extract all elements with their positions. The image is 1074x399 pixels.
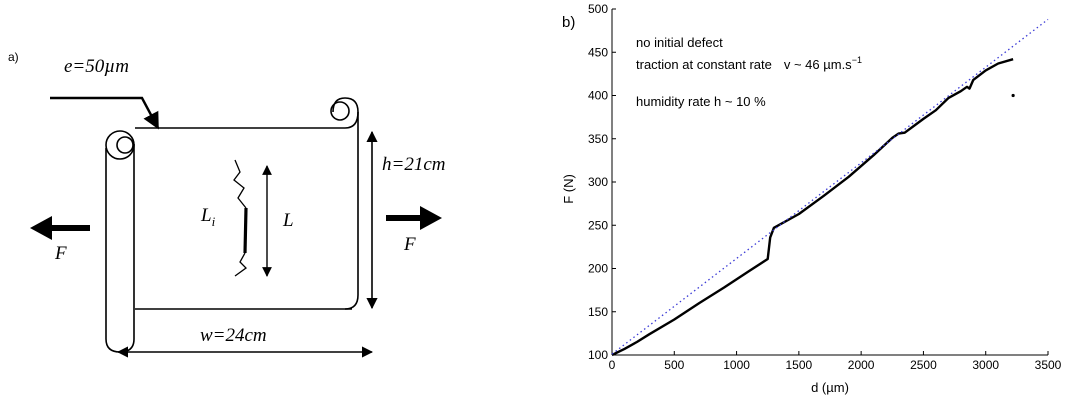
x-tick-label: 2500 — [910, 358, 937, 372]
initial-crack-label: Li — [200, 205, 216, 229]
measured-curve — [611, 58, 1014, 357]
paper-sheet — [105, 97, 359, 353]
annotation-line2: traction at constant rate v ~ 46 µm.s−1 — [636, 55, 862, 72]
fit-line — [611, 18, 1049, 355]
x-tick-label: 0 — [609, 358, 616, 372]
schematic-diagram: a) e=50µm h=21cm w=24cm F F — [8, 50, 445, 358]
thickness-indicator: e=50µm — [50, 56, 160, 130]
right-force-label: F — [403, 234, 416, 255]
crack — [233, 159, 248, 277]
y-tick-label: 500 — [588, 2, 608, 16]
right-force: F — [386, 206, 442, 255]
panel-a-label: a) — [8, 50, 19, 64]
y-tick-label: 300 — [588, 175, 608, 189]
y-tick-label: 400 — [588, 89, 608, 103]
x-tick-label: 1000 — [723, 358, 750, 372]
plot-area: 0 500 1000 1500 2000 2500 3000 3500 100 150 200 250… — [588, 2, 1062, 372]
width-dimension: w=24cm — [116, 325, 374, 358]
height-dimension: h=21cm — [366, 130, 445, 310]
left-force-label: F — [54, 243, 67, 264]
x-tick-label: 3000 — [972, 358, 999, 372]
left-force: F — [30, 216, 90, 264]
outlier-point — [1011, 93, 1015, 98]
x-axis-label: d (µm) — [811, 380, 849, 395]
annotation-line3: humidity rate h ~ 10 % — [636, 94, 766, 109]
y-tick-label: 350 — [588, 132, 608, 146]
crack-length-dimension: L — [262, 165, 294, 277]
y-tick-label: 150 — [588, 305, 608, 319]
panel-b-label: b) — [562, 14, 575, 31]
width-label: w=24cm — [200, 325, 267, 346]
y-tick-label: 200 — [588, 262, 608, 276]
annotation-block: no initial defect traction at constant r… — [636, 35, 862, 109]
x-tick-label: 1500 — [786, 358, 813, 372]
annotation-line1: no initial defect — [636, 35, 723, 50]
y-tick-label: 250 — [588, 218, 608, 232]
y-tick-label: 100 — [588, 348, 608, 362]
x-tick-label: 2000 — [848, 358, 875, 372]
y-axis-label: F (N) — [561, 174, 576, 204]
crack-length-label: L — [282, 210, 294, 231]
x-tick-label: 3500 — [1035, 358, 1062, 372]
y-tick-label: 450 — [588, 45, 608, 59]
force-displacement-chart: b) 0 500 1000 1500 2000 2500 3000 3500 100 150 200… — [561, 2, 1062, 395]
thickness-label: e=50µm — [64, 56, 129, 77]
height-label: h=21cm — [382, 154, 445, 175]
x-tick-label: 500 — [664, 358, 684, 372]
